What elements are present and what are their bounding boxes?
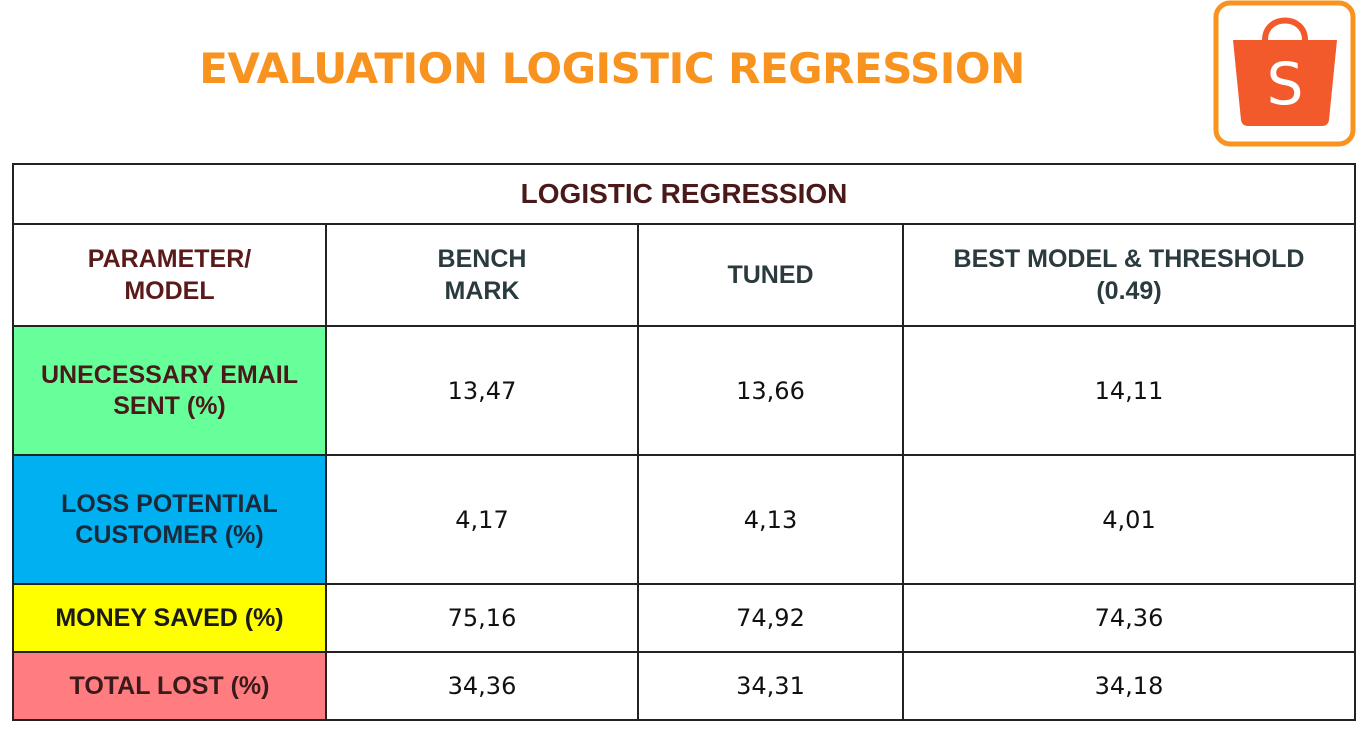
header-benchmark: BENCH MARK xyxy=(325,223,639,327)
table-row: MONEY SAVED (%) 75,16 74,92 74,36 xyxy=(12,583,1357,653)
cell-tuned: 34,31 xyxy=(637,651,904,721)
table-row: TOTAL LOST (%) 34,36 34,31 34,18 xyxy=(12,651,1357,721)
shopee-bag-icon: S xyxy=(1213,0,1356,147)
cell-best: 74,36 xyxy=(901,583,1357,653)
cell-tuned: 74,92 xyxy=(637,583,904,653)
cell-benchmark: 4,17 xyxy=(325,454,639,585)
header-best-model: BEST MODEL & THRESHOLD (0.49) xyxy=(901,223,1357,327)
cell-tuned: 4,13 xyxy=(637,454,904,585)
row-label-loss-potential: LOSS POTENTIAL CUSTOMER (%) xyxy=(12,454,327,585)
cell-best: 34,18 xyxy=(901,651,1357,721)
table-caption-row: LOGISTIC REGRESSION xyxy=(11,163,1357,225)
cell-benchmark: 13,47 xyxy=(325,325,639,456)
results-table: LOGISTIC REGRESSION PARAMETER/ MODEL BEN… xyxy=(11,163,1357,721)
page-title: EVALUATION LOGISTIC REGRESSION xyxy=(199,44,1025,93)
row-label-unnecessary-email: UNECESSARY EMAIL SENT (%) xyxy=(12,325,327,456)
cell-tuned: 13,66 xyxy=(637,325,904,456)
cell-benchmark: 75,16 xyxy=(325,583,639,653)
cell-best: 4,01 xyxy=(901,454,1357,585)
row-label-total-lost: TOTAL LOST (%) xyxy=(12,651,327,721)
cell-benchmark: 34,36 xyxy=(325,651,639,721)
table-row: UNECESSARY EMAIL SENT (%) 13,47 13,66 14… xyxy=(12,325,1357,456)
svg-text:S: S xyxy=(1267,50,1304,118)
cell-best: 14,11 xyxy=(901,325,1357,456)
table-header-row: PARAMETER/ MODEL BENCH MARK TUNED BEST M… xyxy=(12,223,1357,327)
row-label-money-saved: MONEY SAVED (%) xyxy=(12,583,327,653)
table-caption: LOGISTIC REGRESSION xyxy=(11,163,1357,225)
header-tuned: TUNED xyxy=(637,223,904,327)
header-parameter-model: PARAMETER/ MODEL xyxy=(12,223,327,327)
table-row: LOSS POTENTIAL CUSTOMER (%) 4,17 4,13 4,… xyxy=(12,454,1357,585)
